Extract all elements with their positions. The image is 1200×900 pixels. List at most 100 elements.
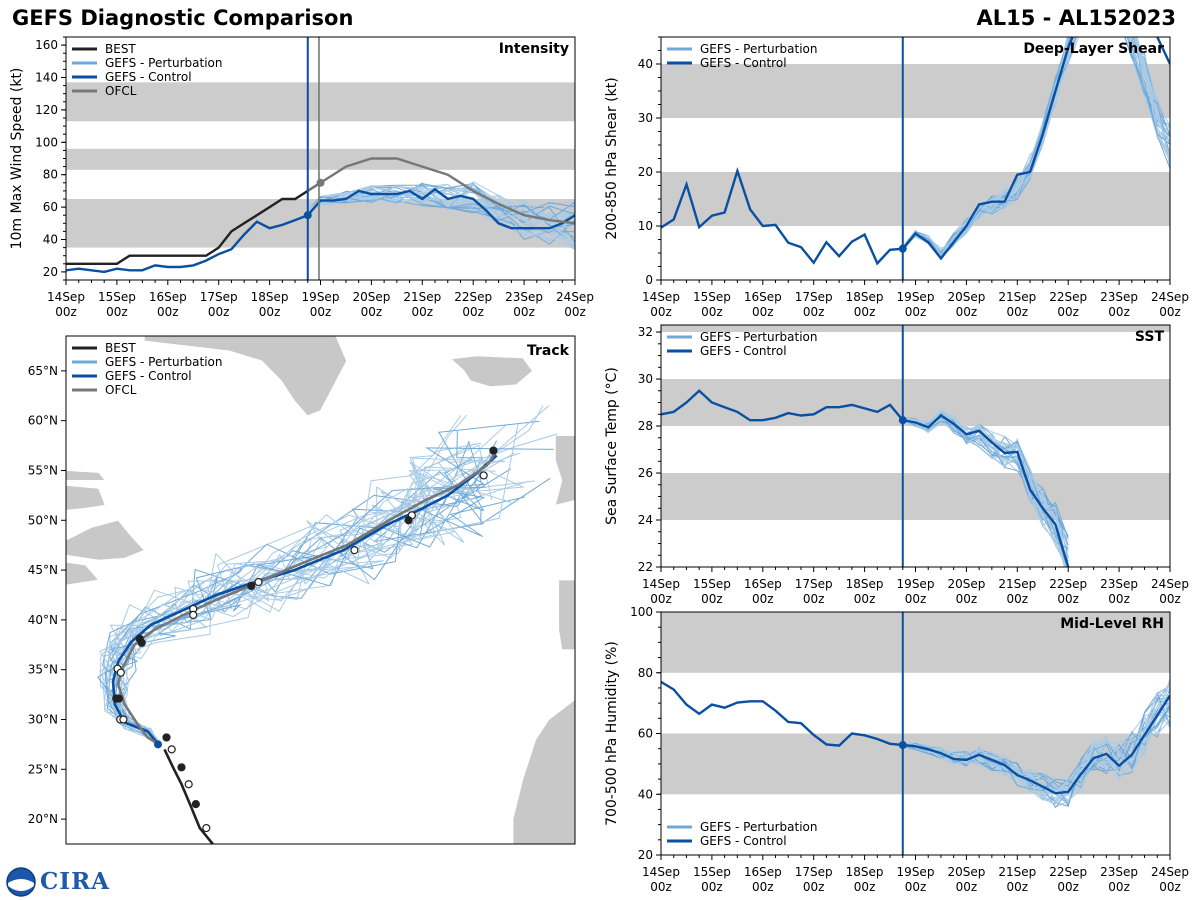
series-best — [66, 181, 322, 265]
legend-label: GEFS - Perturbation — [105, 355, 222, 369]
series-gefs-control — [661, 389, 1070, 567]
land-ireland — [554, 435, 575, 506]
chart-title: Mid-Level RH — [1060, 616, 1164, 632]
y-tick-label: 32 — [638, 325, 653, 339]
y-tick-label: 30 — [638, 372, 653, 386]
perturbation-track — [108, 457, 506, 746]
chart-title: Track — [527, 343, 570, 359]
cira-logo-text: CIRA — [40, 868, 111, 895]
y-tick-label: 60 — [638, 727, 653, 741]
series-ofcl — [307, 157, 575, 225]
x-tick-label: 00z — [1108, 305, 1130, 319]
plot-area — [661, 37, 1170, 280]
x-tick-label: 00z — [106, 305, 128, 319]
x-tick-label: 17Sep — [795, 290, 833, 304]
y-tick-label: 160 — [35, 38, 58, 52]
x-tick-label: 00z — [361, 305, 383, 319]
x-tick-label: 14Sep — [642, 577, 680, 591]
legend-label: GEFS - Perturbation — [700, 820, 817, 834]
y-tick-label: 40 — [43, 233, 58, 247]
y-axis-label: Sea Surface Temp (°C) — [604, 367, 620, 525]
intensity-chart: 2040608010012014016014Sep00z15Sep00z16Se… — [9, 36, 594, 319]
x-tick-label: 18Sep — [846, 577, 884, 591]
x-tick-label: 00z — [1108, 880, 1130, 894]
control-init-marker — [898, 244, 907, 253]
series-gefs-control — [661, 37, 1170, 266]
legend-label: GEFS - Perturbation — [700, 42, 817, 56]
lat-tick-label: 35°N — [28, 663, 58, 677]
perturbation-track — [106, 468, 512, 744]
x-tick-label: 00z — [701, 880, 723, 894]
x-tick-label: 00z — [701, 592, 723, 606]
x-tick-label: 15Sep — [98, 290, 136, 304]
chart-title: SST — [1135, 329, 1165, 345]
x-tick-label: 14Sep — [642, 865, 680, 879]
x-tick-label: 19Sep — [302, 290, 340, 304]
legend-label: GEFS - Perturbation — [105, 56, 222, 70]
x-tick-label: 00z — [1057, 305, 1079, 319]
y-tick-label: 120 — [35, 103, 58, 117]
y-tick-label: 40 — [638, 787, 653, 801]
forecast-track-marker — [119, 715, 128, 724]
shaded-band — [661, 64, 1170, 118]
x-tick-label: 00z — [803, 592, 825, 606]
land-iceland — [450, 355, 534, 388]
track-best — [163, 748, 214, 844]
forecast-track-marker — [404, 516, 413, 525]
x-tick-label: 00z — [854, 880, 876, 894]
x-tick-label: 21Sep — [998, 290, 1036, 304]
x-tick-label: 00z — [956, 305, 978, 319]
x-tick-label: 00z — [1159, 305, 1181, 319]
perturbation-member — [902, 695, 1170, 805]
forecast-track-marker — [189, 610, 198, 620]
series-gefs-control — [66, 187, 575, 274]
x-tick-label: 00z — [650, 592, 672, 606]
x-tick-label: 00z — [752, 880, 774, 894]
x-tick-label: 22Sep — [1049, 865, 1087, 879]
land-labrador — [66, 484, 106, 511]
x-tick-label: 20Sep — [947, 577, 985, 591]
x-tick-label: 23Sep — [505, 290, 543, 304]
x-tick-label: 00z — [1007, 305, 1029, 319]
y-tick-label: 80 — [43, 168, 58, 182]
perturbation-track — [102, 405, 550, 744]
perturbation-track — [101, 433, 558, 745]
control-init-marker — [898, 416, 907, 425]
x-tick-label: 24Sep — [1151, 577, 1189, 591]
perturbation-track — [115, 424, 519, 746]
shaded-band — [661, 612, 1170, 673]
lat-tick-label: 55°N — [28, 463, 58, 477]
x-tick-label: 17Sep — [795, 577, 833, 591]
x-tick-label: 00z — [208, 305, 230, 319]
perturbation-track — [112, 442, 482, 744]
forecast-track-marker — [254, 577, 263, 587]
y-tick-label: 30 — [638, 111, 653, 125]
lat-tick-label: 45°N — [28, 563, 58, 577]
lat-tick-label: 65°N — [28, 364, 58, 378]
y-tick-label: 28 — [638, 419, 653, 433]
x-tick-label: 00z — [1057, 880, 1079, 894]
chart-title: Deep-Layer Shear — [1023, 41, 1164, 57]
y-tick-label: 100 — [35, 135, 58, 149]
x-tick-label: 24Sep — [556, 290, 594, 304]
legend-label: GEFS - Control — [105, 369, 192, 383]
shear-chart: 01020304014Sep00z15Sep00z16Sep00z17Sep00… — [604, 36, 1189, 319]
x-tick-label: 16Sep — [149, 290, 187, 304]
plot-frame — [660, 324, 1171, 568]
y-tick-label: 26 — [638, 466, 653, 480]
x-tick-label: 24Sep — [1151, 290, 1189, 304]
y-tick-label: 60 — [43, 200, 58, 214]
perturbation-track — [104, 447, 554, 744]
x-tick-label: 22Sep — [1049, 290, 1087, 304]
x-tick-label: 20Sep — [947, 865, 985, 879]
x-tick-label: 18Sep — [846, 865, 884, 879]
land-labrador-north — [66, 470, 107, 481]
perturbation-member — [902, 411, 1068, 567]
control-start-marker — [154, 740, 163, 749]
perturbation-member — [307, 183, 575, 221]
x-tick-label: 20Sep — [947, 290, 985, 304]
perturbation-track — [106, 470, 551, 744]
x-tick-label: 22Sep — [454, 290, 492, 304]
y-tick-label: 20 — [638, 165, 653, 179]
